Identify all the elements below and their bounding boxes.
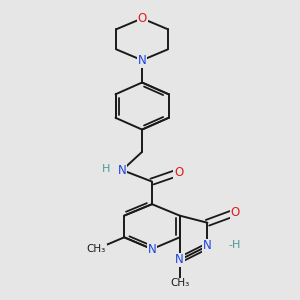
Text: CH₃: CH₃ xyxy=(170,278,189,288)
Text: N: N xyxy=(203,239,212,253)
Text: N: N xyxy=(148,243,156,256)
Text: H: H xyxy=(101,164,110,174)
Text: N: N xyxy=(138,54,146,67)
Text: O: O xyxy=(174,166,184,179)
Text: CH₃: CH₃ xyxy=(87,244,106,254)
Text: N: N xyxy=(175,254,184,266)
Text: O: O xyxy=(137,12,147,25)
Text: N: N xyxy=(118,164,127,177)
Text: O: O xyxy=(231,206,240,219)
Text: -H: -H xyxy=(228,240,240,250)
